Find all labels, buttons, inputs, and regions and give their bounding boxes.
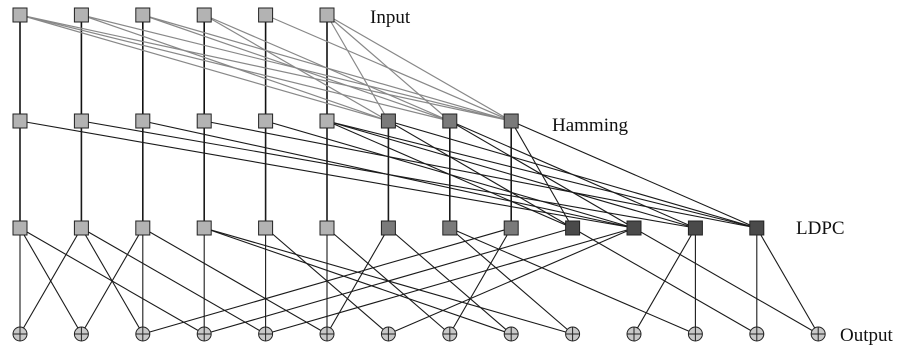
edge-hamming-ldpc [388,120,573,229]
hamming-node [12,113,28,129]
edge-ldpc-output [326,227,389,335]
xor-icon [258,326,274,342]
ldpc-node [749,220,765,236]
xor-icon [319,326,335,342]
edge-ldpc-output [204,227,573,335]
ldpc-node [319,220,335,236]
ldpc-node [565,220,581,236]
edge-hamming-ldpc [510,120,758,229]
edge-ldpc-output [449,227,696,335]
ldpc-label: LDPC [796,218,845,239]
ldpc-node [503,220,519,236]
edge-input-hamming [19,14,389,122]
edge-ldpc-output [633,227,819,335]
ldpc-node [626,220,642,236]
xor-icon [73,326,89,342]
input-label: Input [370,7,411,28]
edge-ldpc-output [80,227,144,335]
ldpc-node [196,220,212,236]
edge-ldpc-output [142,227,512,335]
xor-icon [503,326,519,342]
edge-ldpc-output [449,227,512,335]
hamming-node [503,113,519,129]
input-node [12,7,28,23]
xor-icon [442,326,458,342]
edge-input-hamming [81,14,389,122]
xor-icon [380,326,396,342]
hamming-node [380,113,396,129]
edge-ldpc-output [756,227,819,335]
edge-ldpc-output [265,227,635,335]
edges-layer [19,14,819,335]
ldpc-node [73,220,89,236]
nodes-layer [12,7,826,342]
edge-input-hamming [326,14,512,122]
ldpc-node [442,220,458,236]
edge-ldpc-output [19,227,82,335]
output-label: Output [840,325,894,346]
edge-input-hamming [326,14,451,122]
xor-icon [12,326,28,342]
edge-hamming-ldpc [510,120,574,229]
input-node [73,7,89,23]
edge-hamming-ldpc [449,120,696,229]
xor-icon [687,326,703,342]
hamming-node [258,113,274,129]
xor-icon [626,326,642,342]
edge-hamming-ldpc [142,120,635,229]
input-node [196,7,212,23]
edge-hamming-ldpc [326,120,696,229]
edge-input-hamming [203,14,389,122]
edge-input-hamming [203,14,451,122]
edge-ldpc-output [633,227,696,335]
xor-icon [810,326,826,342]
ldpc-node [258,220,274,236]
hamming-node [73,113,89,129]
input-node [258,7,274,23]
hamming-node [196,113,212,129]
ldpc-node [12,220,28,236]
xor-icon [749,326,765,342]
xor-icon [196,326,212,342]
edge-hamming-ldpc [326,120,573,229]
edge-ldpc-output [388,227,635,335]
edge-ldpc-output [142,227,328,335]
hamming-label: Hamming [552,115,628,136]
edge-ldpc-output [81,227,266,335]
xor-icon [565,326,581,342]
input-node [319,7,335,23]
ldpc-node [135,220,151,236]
xor-icon [135,326,151,342]
hamming-node [442,113,458,129]
hamming-node [319,113,335,129]
ldpc-node [687,220,703,236]
input-node [135,7,151,23]
edge-input-hamming [326,14,389,122]
ldpc-node [380,220,396,236]
hamming-node [135,113,151,129]
